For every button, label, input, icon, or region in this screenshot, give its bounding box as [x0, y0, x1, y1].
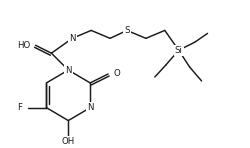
- Text: S: S: [124, 26, 129, 35]
- Text: N: N: [69, 34, 75, 43]
- Text: N: N: [65, 66, 71, 75]
- Text: Si: Si: [174, 46, 182, 55]
- Text: F: F: [18, 103, 22, 112]
- Text: N: N: [86, 103, 93, 112]
- Text: OH: OH: [62, 137, 75, 146]
- Text: O: O: [112, 70, 119, 78]
- Text: HO: HO: [17, 41, 30, 50]
